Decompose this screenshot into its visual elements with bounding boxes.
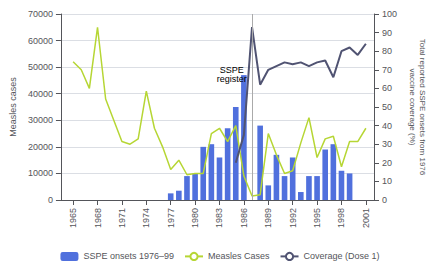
svg-text:10000: 10000: [28, 168, 53, 178]
svg-text:1995: 1995: [312, 208, 322, 228]
svg-text:20000: 20000: [28, 142, 53, 152]
svg-text:1992: 1992: [288, 208, 298, 228]
svg-text:10: 10: [382, 176, 392, 186]
svg-text:1977: 1977: [166, 208, 176, 228]
svg-text:Measles cases: Measles cases: [8, 77, 18, 137]
svg-text:30000: 30000: [28, 115, 53, 125]
svg-text:40000: 40000: [28, 89, 53, 99]
svg-text:1974: 1974: [141, 208, 151, 228]
svg-text:Coverage (Dose 1): Coverage (Dose 1): [304, 251, 380, 261]
svg-text:50000: 50000: [28, 62, 53, 72]
svg-text:20: 20: [382, 158, 392, 168]
svg-text:SSPE: SSPE: [219, 64, 244, 75]
svg-text:90: 90: [382, 28, 392, 38]
svg-text:60000: 60000: [28, 36, 53, 46]
svg-text:2001: 2001: [361, 208, 371, 228]
svg-text:Total reported SSPE onsets fro: Total reported SSPE onsets from 1976: [418, 39, 427, 176]
svg-text:70: 70: [382, 65, 392, 75]
svg-text:1965: 1965: [68, 208, 78, 228]
svg-text:SSPE onsets 1976–99: SSPE onsets 1976–99: [83, 251, 174, 261]
svg-text:1983: 1983: [214, 208, 224, 228]
svg-text:0: 0: [382, 195, 387, 205]
svg-text:30: 30: [382, 139, 392, 149]
svg-text:1998: 1998: [336, 208, 346, 228]
svg-text:register: register: [217, 74, 247, 84]
svg-text:1980: 1980: [190, 208, 200, 228]
svg-text:70000: 70000: [28, 9, 53, 19]
svg-text:40: 40: [382, 121, 392, 131]
svg-text:1971: 1971: [117, 208, 127, 228]
svg-text:80: 80: [382, 46, 392, 56]
svg-text:1986: 1986: [239, 208, 249, 228]
svg-text:60: 60: [382, 83, 392, 93]
svg-text:1989: 1989: [263, 208, 273, 228]
svg-text:1968: 1968: [93, 208, 103, 228]
svg-text:100: 100: [382, 9, 397, 19]
svg-text:50: 50: [382, 102, 392, 112]
svg-text:0: 0: [48, 195, 53, 205]
svg-text:vaccine coverage (%): vaccine coverage (%): [408, 69, 417, 146]
svg-text:Measles Cases: Measles Cases: [208, 251, 270, 261]
